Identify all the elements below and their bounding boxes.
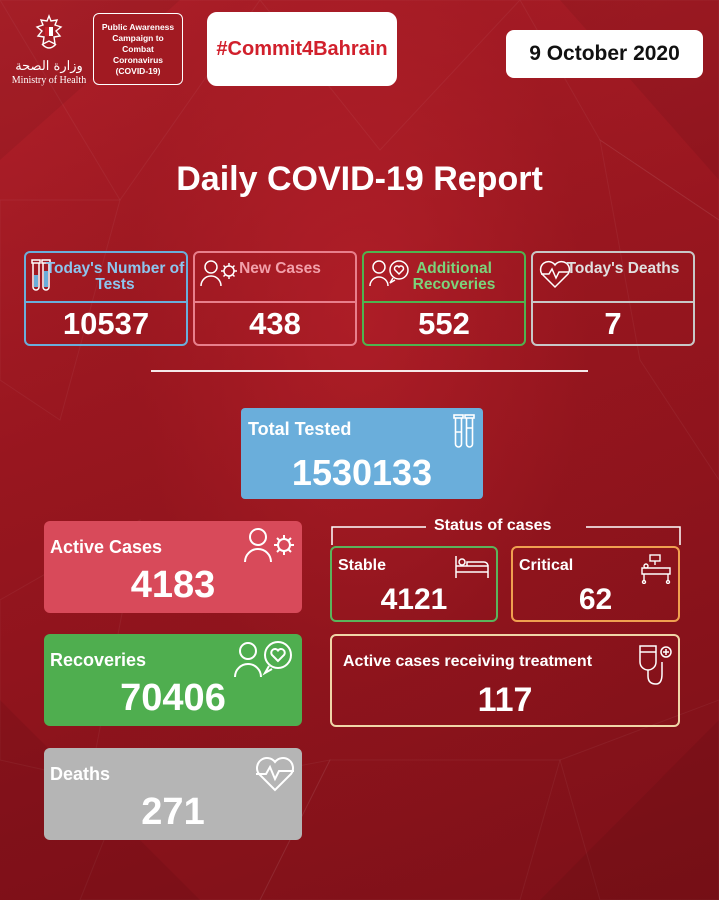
stat-card-new-cases: New Cases 438 <box>193 251 357 346</box>
stat-value-recoveries: 552 <box>418 306 470 341</box>
stable-label: Stable <box>338 557 387 574</box>
deaths-value: 271 <box>141 791 205 833</box>
stat-value-deaths: 7 <box>604 306 622 341</box>
stat-card-tests: Today's Number of Tests 10537 <box>24 251 188 346</box>
critical-label: Critical <box>519 557 574 574</box>
heartbeat-icon <box>256 757 294 792</box>
recoveries-card: Recoveries 70406 <box>44 634 302 726</box>
stat-value-tests: 10537 <box>62 306 150 341</box>
total-tested-card: Total Tested 1530133 <box>241 408 483 499</box>
active-cases-label: Active Cases <box>50 537 163 557</box>
stat-label-deaths: Today's Deaths <box>566 260 680 277</box>
bed-icon <box>455 556 489 578</box>
recoveries-label: Recoveries <box>50 650 147 670</box>
treatment-label: Active cases receiving treatment <box>343 653 593 670</box>
section-divider <box>151 370 588 372</box>
deaths-card: Deaths 271 <box>44 748 302 840</box>
page-title: Daily COVID-19 Report <box>176 160 543 198</box>
person-virus-icon <box>200 260 237 287</box>
status-bracket <box>331 526 681 545</box>
active-cases-value: 4183 <box>130 564 216 606</box>
person-virus-icon <box>244 528 294 563</box>
stat-label-new-cases: New Cases <box>239 260 321 277</box>
total-tested-label: Total Tested <box>248 419 352 439</box>
test-tubes-icon <box>31 259 51 291</box>
report-date: 9 October 2020 <box>506 30 703 78</box>
people-heart-icon <box>369 260 409 287</box>
active-cases-card: Active Cases 4183 <box>44 521 302 613</box>
stat-label-recoveries: Additional Recoveries <box>412 260 496 293</box>
test-tubes-icon <box>453 414 475 448</box>
ministry-name-english: Ministry of Health <box>11 75 87 86</box>
treatment-card: Active cases receiving treatment 117 <box>330 634 680 727</box>
ministry-emblem-icon <box>35 14 63 49</box>
treatment-value: 117 <box>477 681 533 719</box>
stable-value: 4121 <box>380 583 448 616</box>
ministry-name-arabic: وزارة الصحة <box>15 59 83 74</box>
total-tested-value: 1530133 <box>291 452 433 493</box>
stat-card-deaths: Today's Deaths 7 <box>531 251 695 346</box>
deaths-label: Deaths <box>50 764 111 784</box>
heartbeat-icon <box>539 260 571 289</box>
campaign-badge: Public Awareness Campaign to Combat Coro… <box>93 13 183 85</box>
critical-card: Critical 62 <box>511 546 680 622</box>
stat-value-new-cases: 438 <box>249 306 301 341</box>
hashtag-badge: #Commit4Bahrain <box>207 12 397 86</box>
recoveries-value: 70406 <box>120 677 226 719</box>
hospital-bed-icon <box>641 554 671 584</box>
stat-label-tests: Today's Number of Tests <box>45 260 185 293</box>
ministry-logo: وزارة الصحة Ministry of Health <box>10 14 88 90</box>
hashtag-text: #Commit4Bahrain <box>216 37 388 60</box>
stat-card-recoveries: Additional Recoveries 552 <box>362 251 526 346</box>
people-heart-icon <box>234 641 292 678</box>
status-title: Status of cases <box>434 517 552 534</box>
critical-value: 62 <box>578 583 613 616</box>
stable-card: Stable 4121 <box>330 546 498 622</box>
iv-drip-icon <box>639 645 672 685</box>
campaign-text: Public Awareness Campaign to Combat Coro… <box>101 21 175 76</box>
